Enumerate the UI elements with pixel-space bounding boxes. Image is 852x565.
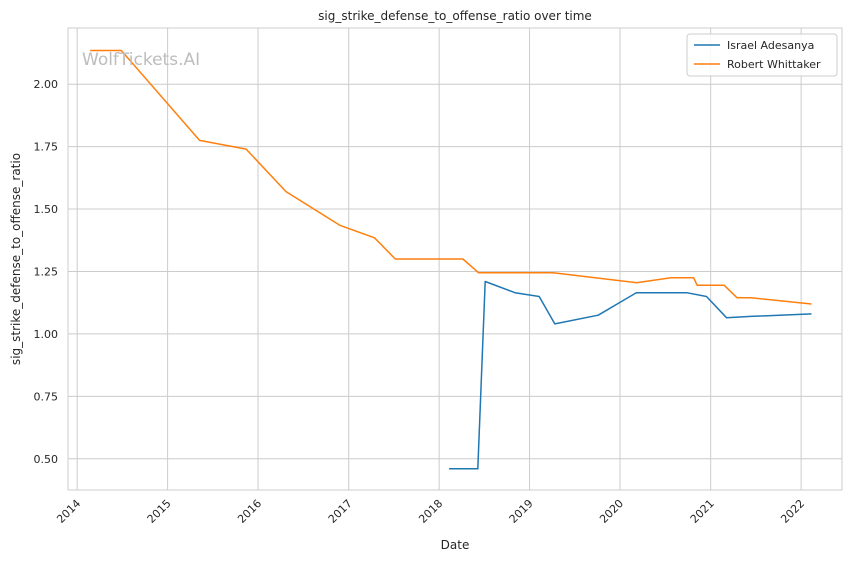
y-tick-label: 2.00 bbox=[34, 78, 59, 91]
y-axis-label: sig_strike_defense_to_offense_ratio bbox=[9, 153, 23, 365]
y-tick-label: 1.50 bbox=[34, 203, 59, 216]
y-tick-label: 1.75 bbox=[34, 141, 59, 154]
x-tick-label: 2019 bbox=[507, 497, 536, 526]
watermark-text: WolfTickets.AI bbox=[82, 50, 200, 70]
x-tick-label: 2014 bbox=[54, 497, 83, 526]
series-line-israel-adesanya bbox=[449, 280, 812, 470]
grid bbox=[68, 28, 842, 490]
legend-label-israel-adesanya: Israel Adesanya bbox=[727, 39, 814, 52]
x-tick-label: 2022 bbox=[778, 497, 807, 526]
legend: Israel Adesanya Robert Whittaker bbox=[686, 33, 838, 77]
plot-frame bbox=[67, 27, 843, 491]
legend-box bbox=[686, 33, 838, 77]
y-tick-label: 1.00 bbox=[34, 328, 59, 341]
y-tick-label: 0.50 bbox=[34, 453, 59, 466]
series-layer bbox=[90, 49, 812, 470]
chart-title: sig_strike_defense_to_offense_ratio over… bbox=[318, 9, 592, 23]
x-tick-label: 2016 bbox=[235, 497, 264, 526]
legend-label-robert-whittaker: Robert Whittaker bbox=[727, 58, 821, 71]
x-tick-label: 2018 bbox=[416, 497, 445, 526]
x-axis-label: Date bbox=[441, 538, 470, 552]
x-tick-label: 2017 bbox=[326, 497, 355, 526]
y-tick-label: 1.25 bbox=[34, 265, 59, 278]
y-tick-label: 0.75 bbox=[34, 390, 59, 403]
series-line-robert-whittaker bbox=[90, 49, 812, 305]
x-tick-label: 2021 bbox=[688, 497, 717, 526]
x-tick-label: 2020 bbox=[597, 497, 626, 526]
x-tick-label: 2015 bbox=[145, 497, 174, 526]
